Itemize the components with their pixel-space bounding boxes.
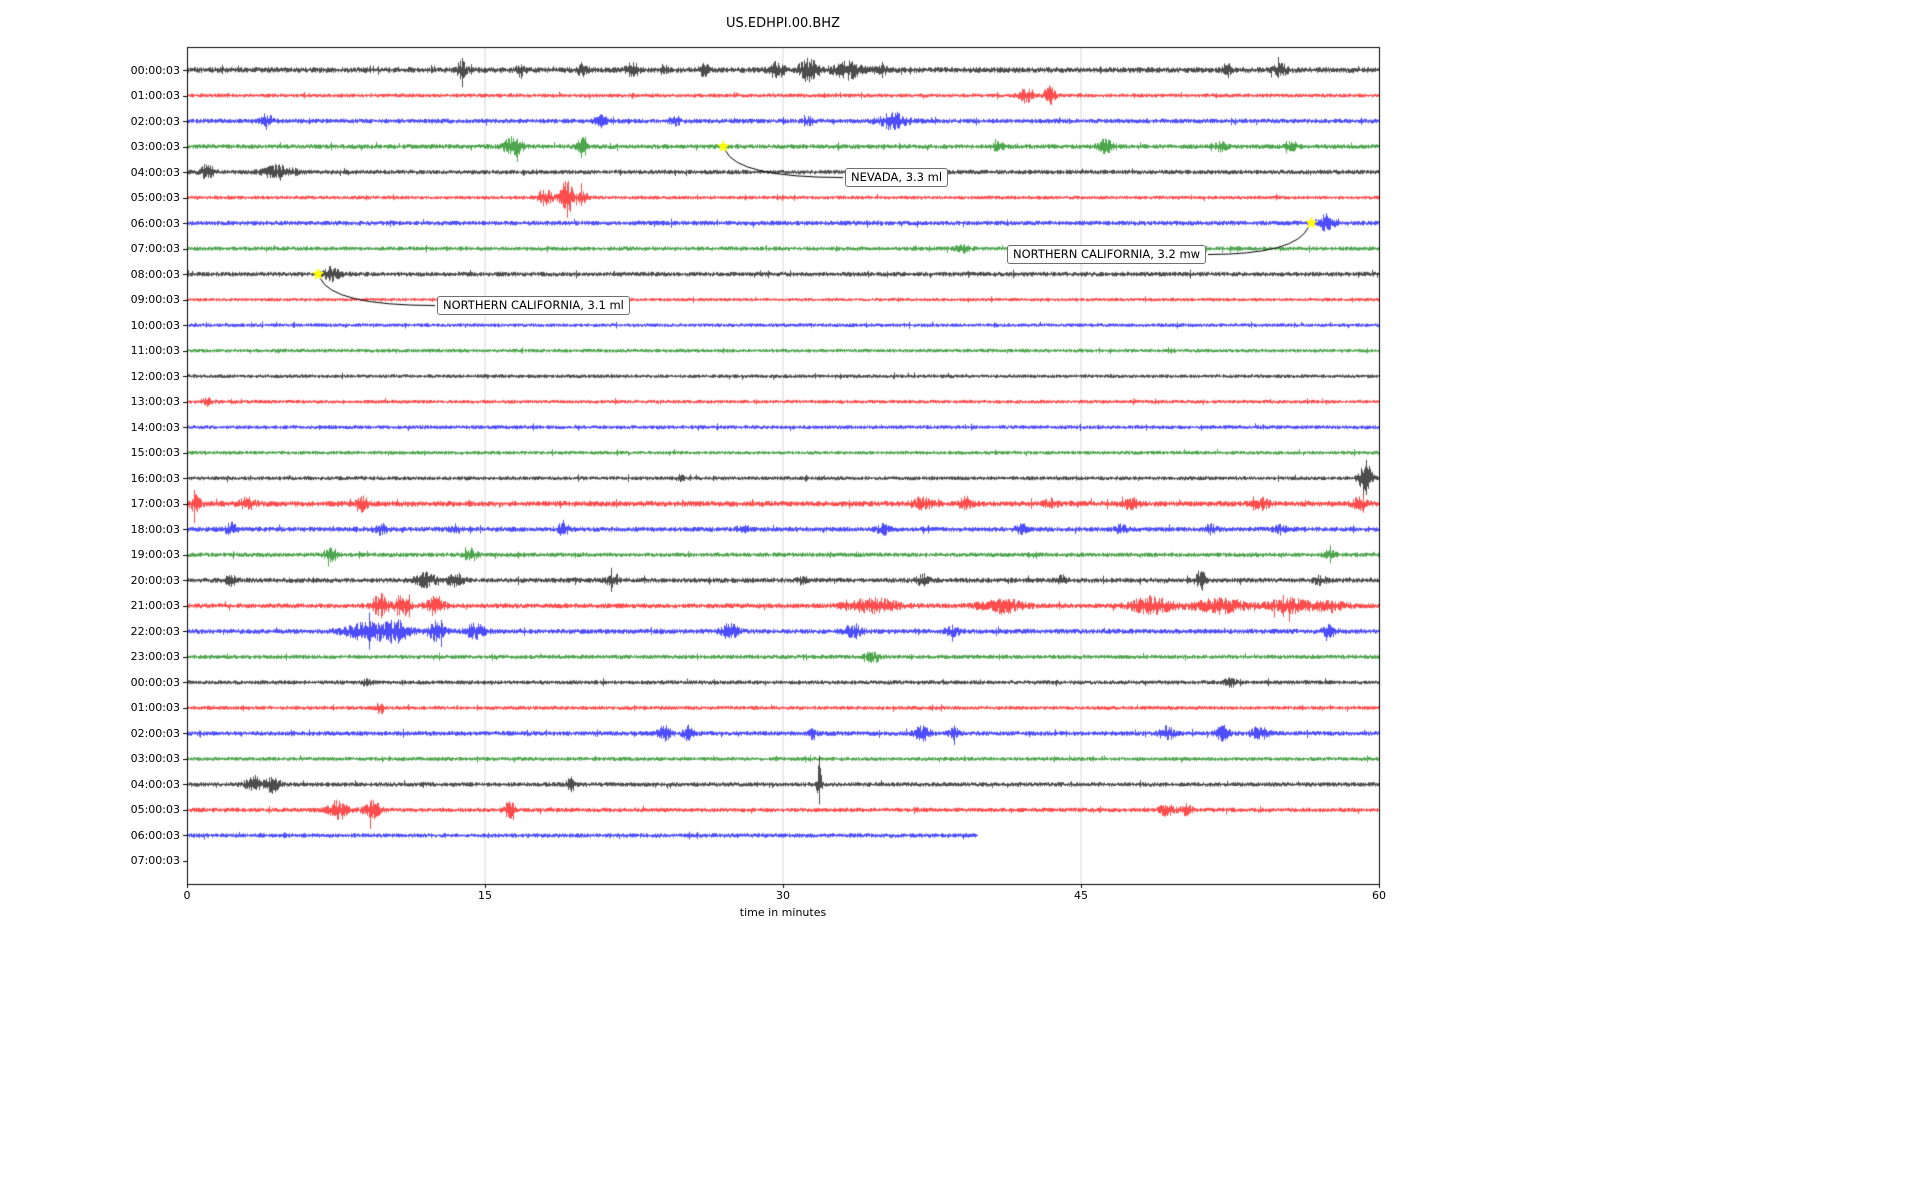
y-tick-label: 02:00:03 (130, 114, 180, 128)
y-tick-label: 06:00:03 (130, 216, 180, 230)
y-tick-label: 17:00:03 (130, 497, 180, 511)
event-annotation-northern-california-32: NORTHERN CALIFORNIA, 3.2 mw (1007, 245, 1207, 264)
y-tick-label: 11:00:03 (130, 344, 180, 358)
y-tick-label: 13:00:03 (130, 395, 180, 409)
y-tick-label: 10:00:03 (130, 318, 180, 332)
y-tick-label: 09:00:03 (130, 293, 180, 307)
y-tick-label: 06:00:03 (130, 828, 180, 842)
x-axis-title: time in minutes (739, 906, 827, 919)
y-tick-label: 23:00:03 (130, 650, 180, 664)
y-tick-label: 04:00:03 (130, 777, 180, 791)
event-annotation-nevada: NEVADA, 3.3 ml (845, 168, 949, 187)
event-annotation-northern-california-31: NORTHERN CALIFORNIA, 3.1 ml (437, 296, 630, 315)
x-tick-label: 60 (1372, 889, 1386, 902)
chart-title: US.EDHPI.00.BHZ (726, 16, 840, 31)
y-tick-label: 04:00:03 (130, 165, 180, 179)
y-tick-label: 01:00:03 (130, 89, 180, 103)
y-tick-label: 01:00:03 (130, 701, 180, 715)
x-tick-label: 30 (776, 889, 790, 902)
y-tick-label: 05:00:03 (130, 803, 180, 817)
y-tick-label: 03:00:03 (130, 140, 180, 154)
y-tick-label: 14:00:03 (130, 420, 180, 434)
y-tick-label: 19:00:03 (130, 548, 180, 562)
y-tick-label: 16:00:03 (130, 471, 180, 485)
x-tick-label: 15 (478, 889, 492, 902)
y-tick-label: 22:00:03 (130, 624, 180, 638)
y-tick-label: 07:00:03 (130, 242, 180, 256)
y-tick-label: 18:00:03 (130, 522, 180, 536)
y-tick-label: 02:00:03 (130, 726, 180, 740)
y-tick-label: 03:00:03 (130, 752, 180, 766)
y-tick-label: 00:00:03 (130, 675, 180, 689)
y-tick-label: 20:00:03 (130, 573, 180, 587)
y-tick-label: 07:00:03 (130, 854, 180, 868)
x-tick-label: 0 (183, 889, 191, 902)
y-tick-label: 05:00:03 (130, 191, 180, 205)
y-tick-label: 08:00:03 (130, 267, 180, 281)
y-tick-label: 21:00:03 (130, 599, 180, 613)
y-tick-label: 12:00:03 (130, 369, 180, 383)
y-tick-label: 15:00:03 (130, 446, 180, 460)
x-tick-label: 45 (1074, 889, 1088, 902)
y-tick-label: 00:00:03 (130, 63, 180, 77)
